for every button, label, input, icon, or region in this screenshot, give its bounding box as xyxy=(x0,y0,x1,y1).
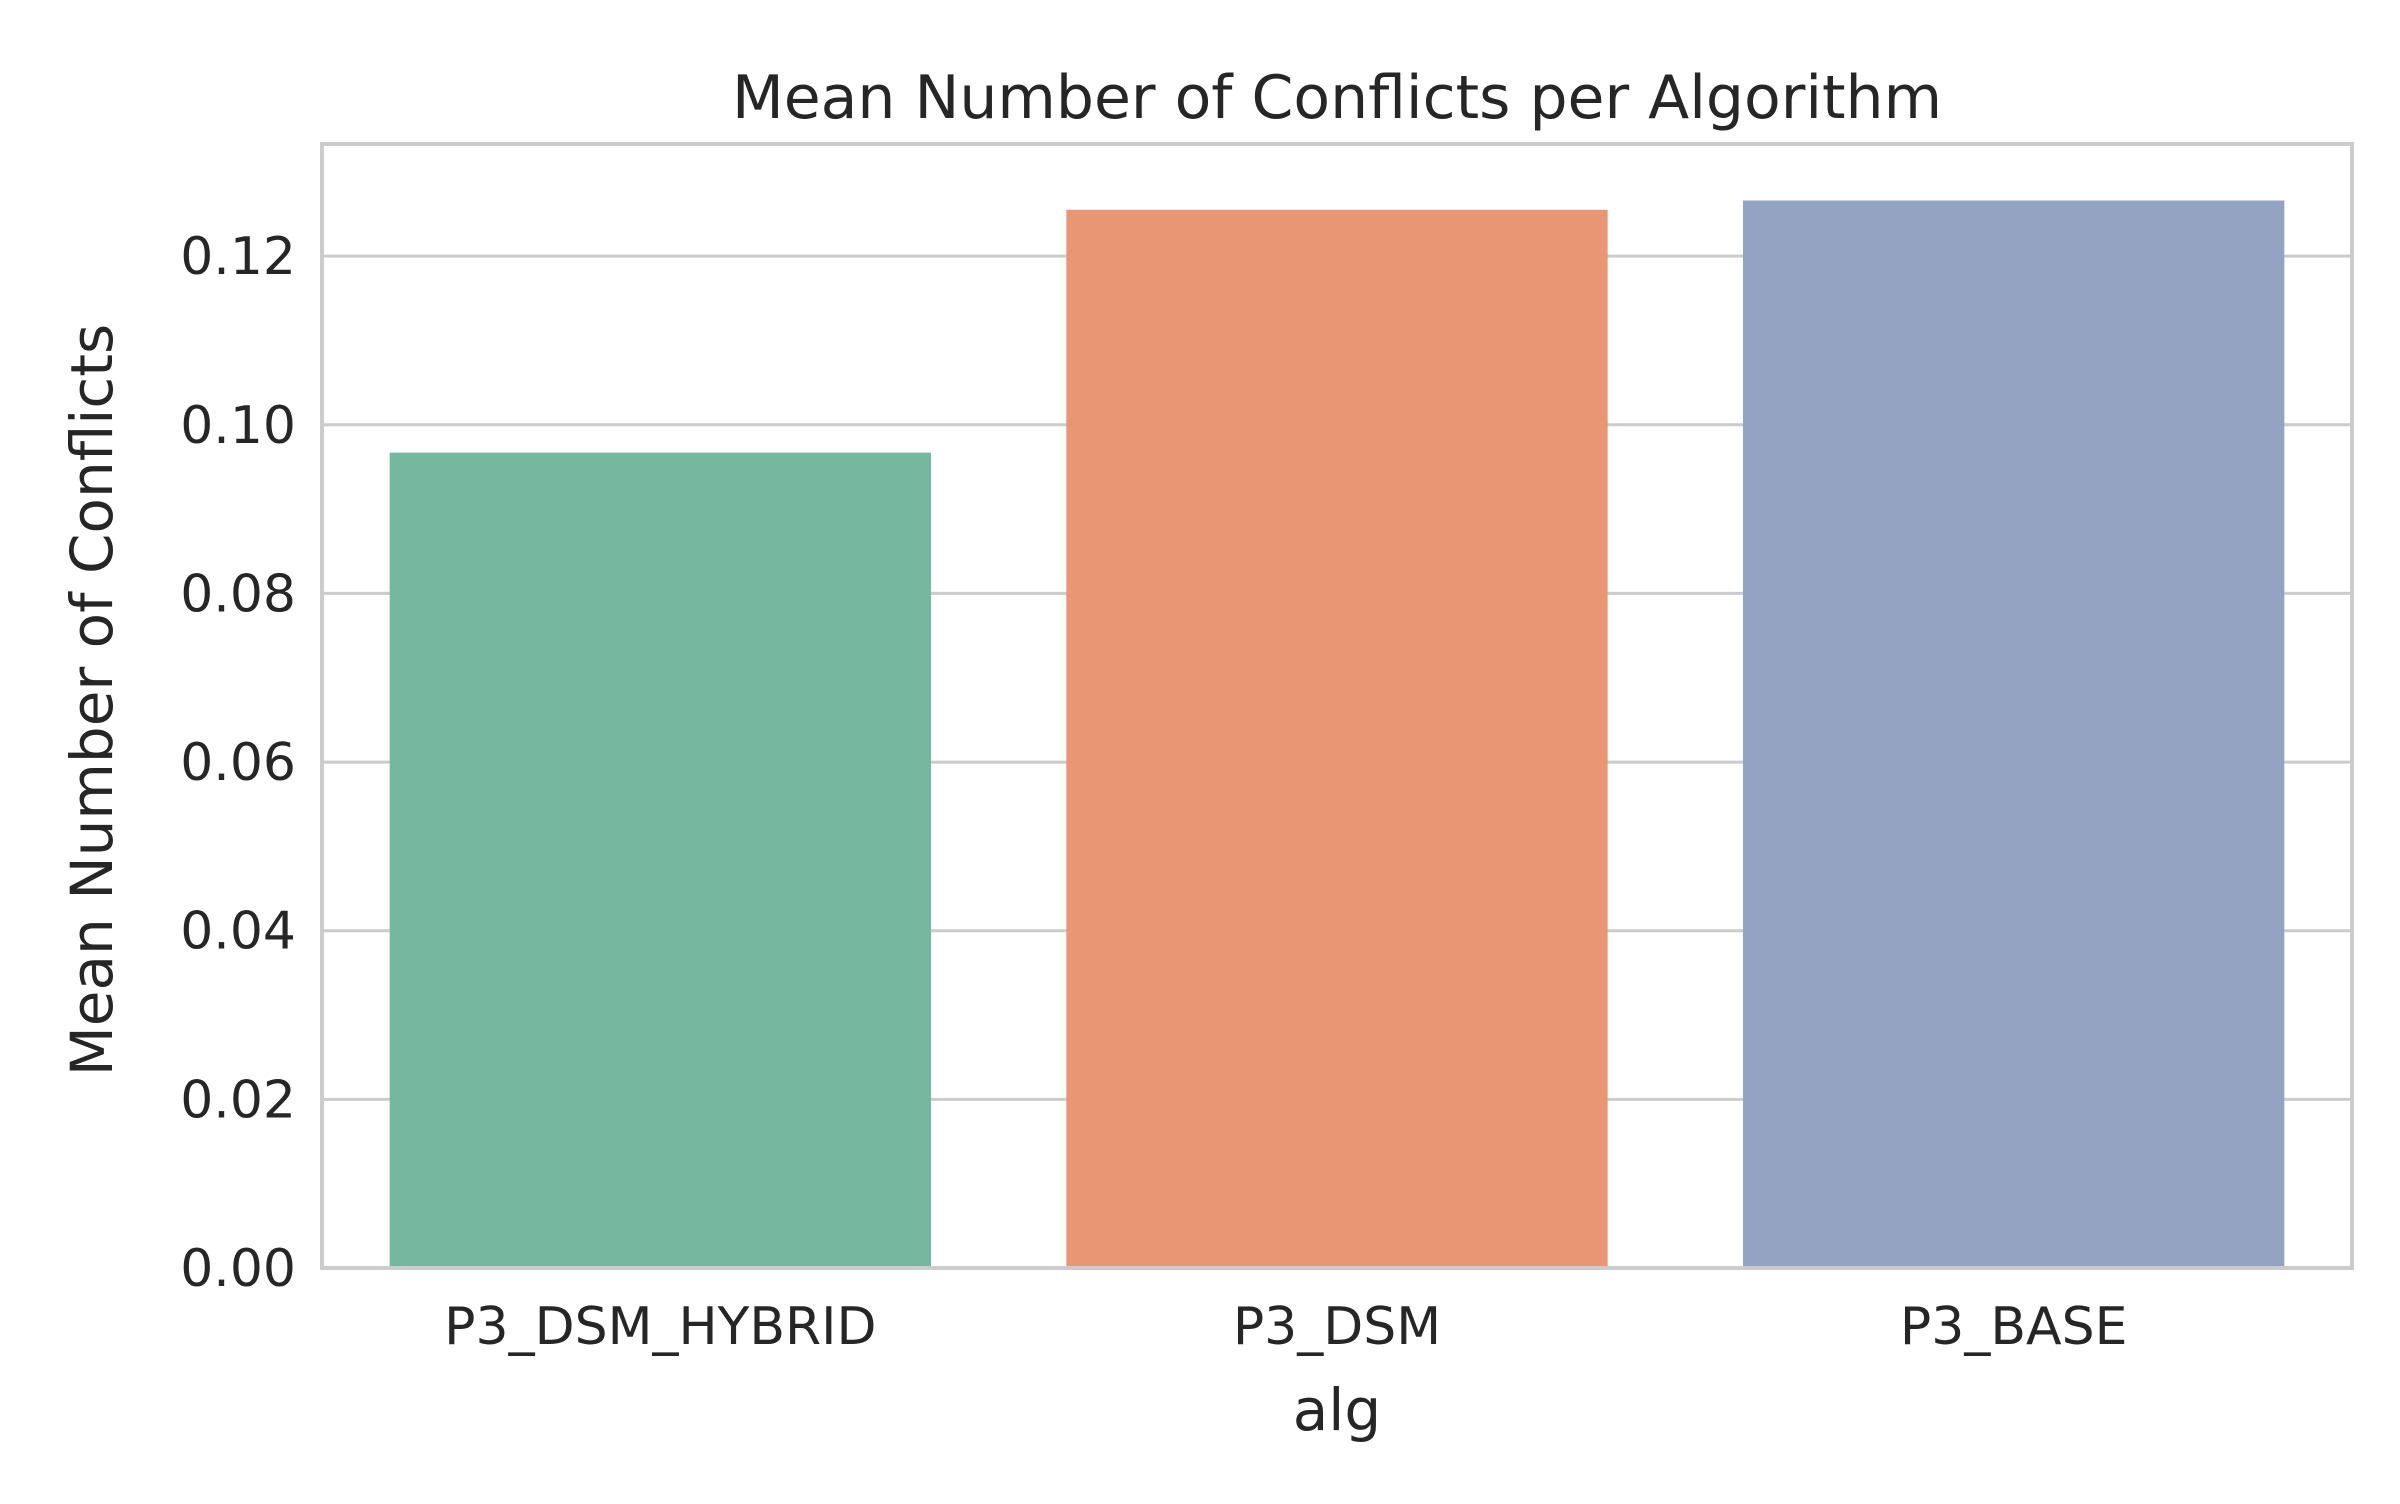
bar-p3-dsm xyxy=(1066,209,1608,1268)
bar-p3-dsm-hybrid xyxy=(389,452,932,1269)
plot-frame xyxy=(320,142,2354,1270)
y-tick-label: 0.00 xyxy=(180,1239,296,1299)
x-tick-label: P3_DSM xyxy=(1233,1297,1441,1357)
x-tick-label: P3_BASE xyxy=(1900,1297,2128,1357)
x-tick-label: P3_DSM_HYBRID xyxy=(444,1297,876,1357)
y-tick-label: 0.04 xyxy=(180,902,296,962)
y-tick-label: 0.10 xyxy=(180,396,296,456)
bars xyxy=(389,200,2285,1269)
x-ticks: P3_DSM_HYBRID P3_DSM P3_BASE xyxy=(444,1297,2127,1357)
y-axis-label: Mean Number of Conflicts xyxy=(58,324,126,1076)
y-tick-label: 0.08 xyxy=(180,564,296,624)
y-ticks: 0.00 0.02 0.04 0.06 0.08 0.10 0.12 xyxy=(180,227,296,1299)
bar-p3-base xyxy=(1743,200,2285,1268)
x-axis-label: alg xyxy=(1293,1376,1381,1444)
y-tick-label: 0.02 xyxy=(180,1070,296,1130)
chart-title: Mean Number of Conflicts per Algorithm xyxy=(732,63,1942,133)
y-tick-label: 0.12 xyxy=(180,227,296,287)
y-tick-label: 0.06 xyxy=(180,733,296,793)
